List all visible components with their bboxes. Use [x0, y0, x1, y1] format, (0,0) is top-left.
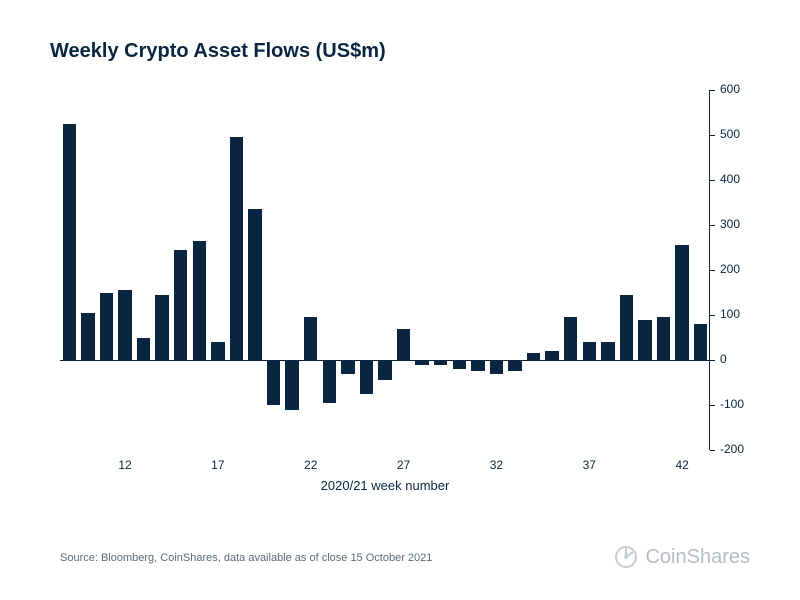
ytick-mark [710, 135, 715, 136]
ytick-mark [710, 270, 715, 271]
bar [285, 360, 298, 410]
bar [453, 360, 466, 369]
xtick-label: 22 [304, 458, 317, 472]
bar [638, 320, 651, 361]
bar [118, 290, 131, 360]
brand-text: CoinShares [645, 546, 750, 569]
bar [341, 360, 354, 374]
bar [508, 360, 521, 371]
bar [527, 353, 540, 360]
ytick-mark [710, 360, 715, 361]
ytick-label: 200 [720, 262, 740, 276]
bar [174, 250, 187, 360]
bar [397, 329, 410, 361]
bar [620, 295, 633, 360]
bar [211, 342, 224, 360]
bar [267, 360, 280, 405]
bar [415, 360, 428, 365]
bar [694, 324, 707, 360]
brand-logo: CoinShares [613, 544, 750, 570]
bar [601, 342, 614, 360]
x-axis-label: 2020/21 week number [60, 478, 710, 493]
bar [323, 360, 336, 403]
ytick-label: 100 [720, 307, 740, 321]
ytick-mark [710, 450, 715, 451]
bar [248, 209, 261, 360]
chart-container: Weekly Crypto Asset Flows (US$m) -200-10… [0, 0, 800, 600]
bar [155, 295, 168, 360]
ytick-mark [710, 225, 715, 226]
bar [434, 360, 447, 365]
bar [471, 360, 484, 371]
bar [81, 313, 94, 360]
bar [657, 317, 670, 360]
xtick-label: 42 [675, 458, 688, 472]
chart-title: Weekly Crypto Asset Flows (US$m) [50, 40, 750, 63]
source-text: Source: Bloomberg, CoinShares, data avai… [60, 552, 432, 564]
bar [490, 360, 503, 374]
xtick-label: 32 [490, 458, 503, 472]
ytick-label: 300 [720, 217, 740, 231]
xtick-label: 37 [583, 458, 596, 472]
xtick-label: 17 [211, 458, 224, 472]
ytick-mark [710, 315, 715, 316]
bar [193, 241, 206, 360]
ytick-label: -100 [720, 397, 744, 411]
bar [360, 360, 373, 394]
bar [137, 338, 150, 361]
bar [304, 317, 317, 360]
bar [230, 137, 243, 360]
bar [675, 245, 688, 360]
bar [545, 351, 558, 360]
xtick-label: 27 [397, 458, 410, 472]
coinshares-icon [613, 544, 639, 570]
bar [583, 342, 596, 360]
ytick-label: 400 [720, 172, 740, 186]
plot-area: -200-1000100200300400500600 121722273237… [60, 90, 710, 450]
ytick-label: -200 [720, 442, 744, 456]
ytick-label: 500 [720, 127, 740, 141]
bar [564, 317, 577, 360]
bar [100, 293, 113, 361]
ytick-label: 0 [720, 352, 727, 366]
xtick-label: 12 [118, 458, 131, 472]
bar [378, 360, 391, 380]
ytick-mark [710, 180, 715, 181]
ytick-mark [710, 90, 715, 91]
bar [63, 124, 76, 360]
ytick-label: 600 [720, 82, 740, 96]
ytick-mark [710, 405, 715, 406]
